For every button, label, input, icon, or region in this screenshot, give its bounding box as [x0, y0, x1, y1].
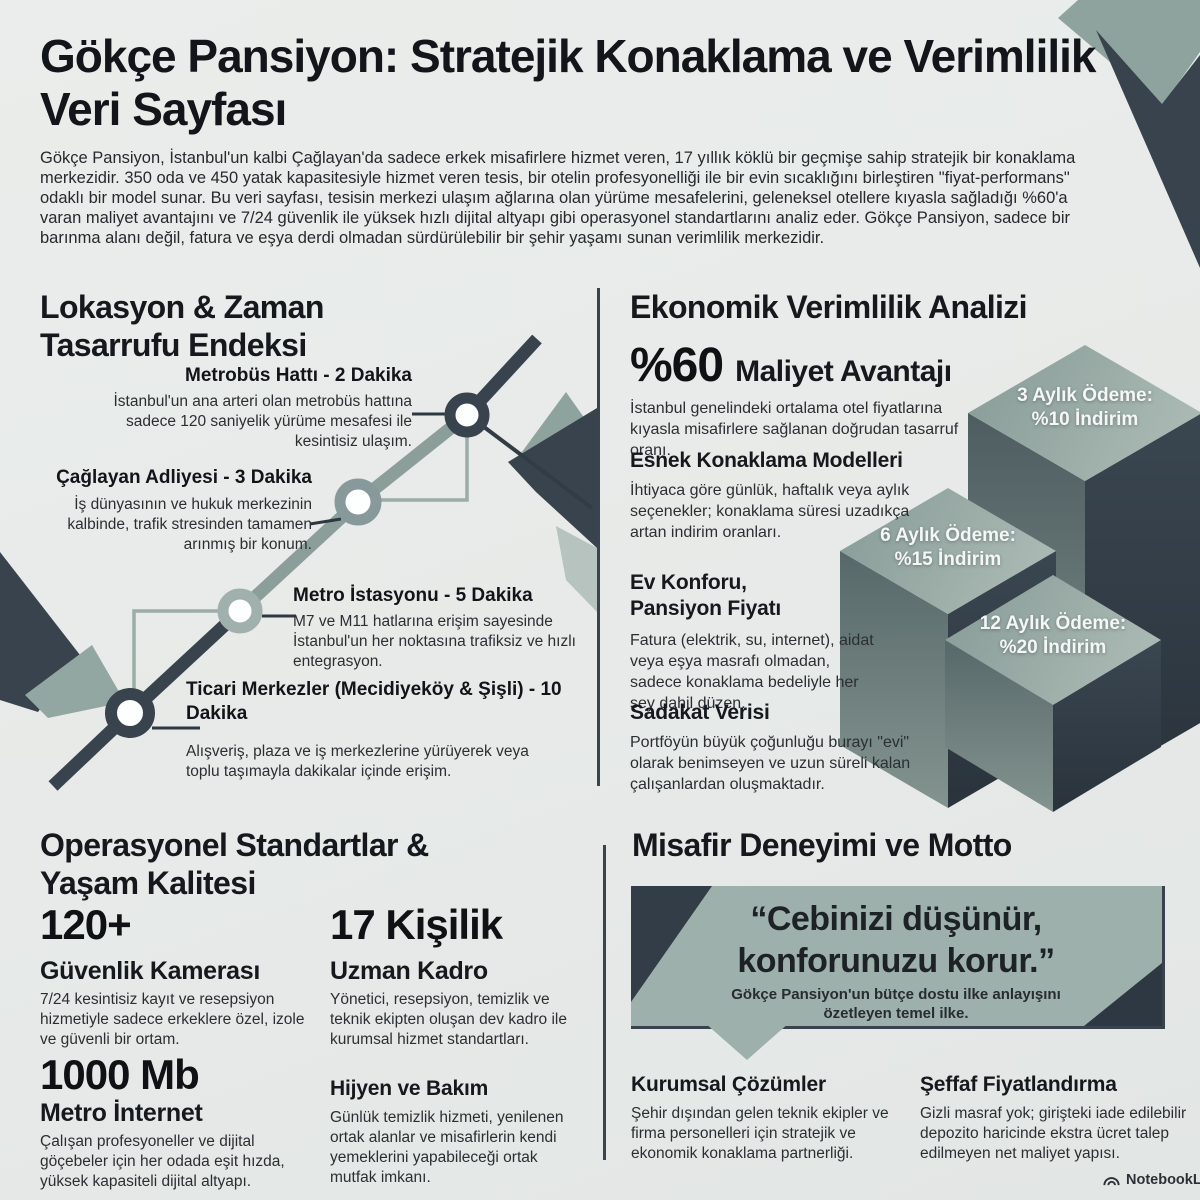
section-heading-guest: Misafir Deneyimi ve Motto [632, 827, 1012, 863]
discount-label-3m: 3 Aylık Ödeme: %10 İndirim [985, 384, 1185, 432]
discount-label-6m: 6 Aylık Ödeme: %15 İndirim [838, 524, 1058, 572]
section-heading-economy: Ekonomik Verimlilik Analizi [630, 289, 1028, 325]
home-comfort-title: Ev Konforu, Pansiyon Fiyatı [630, 571, 782, 620]
stat-internet-value: 1000 Mb [40, 1051, 200, 1098]
stop-title-adliye: Çağlayan Adliyesi - 3 Dakika [56, 467, 312, 488]
discount-step-12m [945, 575, 1161, 812]
discount-rate: %15 İndirim [894, 549, 1002, 570]
timeline-node-adliye [334, 478, 382, 526]
stat-cameras-value: 120+ [40, 901, 132, 948]
discount-label-12m: 12 Aylık Ödeme: %20 İndirim [943, 612, 1163, 660]
page-title: Gökçe Pansiyon: Stratejik Konaklama ve V… [40, 30, 1097, 135]
brand-label: NotebookLM [1126, 1172, 1200, 1188]
stat-staff-value: 17 Kişilik [330, 901, 503, 948]
corner-triangle-icon [631, 886, 712, 1002]
corporate-desc: Şehir dışından gelen teknik ekipler ve f… [631, 1105, 889, 1162]
stop-desc-adliye: İş dünyasının ve hukuk merkezinin kalbin… [67, 496, 312, 553]
corner-triangle-icon [1084, 963, 1162, 1026]
cost-advantage-stat: %60 Maliyet Avantajı [630, 338, 952, 393]
stop-desc-metrobus: İstanbul'un ana arteri olan metrobüs hat… [113, 393, 412, 450]
motto-quote-box: “Cebinizi düşünür, konforunuzu korur.” G… [631, 886, 1165, 1060]
intro-paragraph: Gökçe Pansiyon, İstanbul'un kalbi Çağlay… [40, 149, 1076, 247]
location-timeline-chart [48, 334, 594, 791]
stat-desc: İstanbul genelindeki ortalama otel fiyat… [630, 400, 959, 459]
stop-title-ticari: Ticari Merkezler (Mecidiyeköy & Şişli) -… [186, 679, 562, 724]
stat-staff-label: Uzman Kadro [330, 957, 488, 985]
hygiene-title: Hijyen ve Bakım [330, 1077, 489, 1100]
stat-internet-label: Metro İnternet [40, 1099, 203, 1127]
corporate-title: Kurumsal Çözümler [631, 1073, 826, 1096]
stop-desc-ticari: Alışveriş, plaza ve iş merkezlerine yürü… [186, 743, 529, 780]
loyalty-desc: Portföyün büyük çoğunluğu burayı "evi" o… [630, 734, 911, 793]
motto-caption: Gökçe Pansiyon'un bütçe dostu ilke anlay… [731, 986, 1061, 1022]
pricing-desc: Gizli masraf yok; girişteki iade edilebi… [920, 1105, 1187, 1162]
discount-steps-chart [840, 345, 1200, 812]
hygiene-desc: Günlük temizlik hizmeti, yenilenen ortak… [330, 1109, 564, 1186]
stat-cameras-desc: 7/24 kesintisiz kayıt ve resepsiyon hizm… [40, 991, 305, 1048]
discount-period: 3 Aylık Ödeme: [1017, 385, 1153, 406]
discount-rate: %10 İndirim [1031, 409, 1139, 430]
edge-decor-left [0, 552, 125, 718]
timeline-node-metrobus [444, 392, 490, 438]
speech-tail-icon [705, 1023, 789, 1060]
timeline-node-ticari [105, 688, 155, 738]
loyalty-title: Sadakat Verisi [630, 701, 770, 724]
section-heading-location: Lokasyon & Zaman Tasarrufu Endeksi [40, 289, 324, 363]
discount-rate: %20 İndirim [999, 637, 1107, 658]
pricing-title: Şeffaf Fiyatlandırma [920, 1073, 1117, 1096]
flex-models-desc: İhtiyaca göre günlük, haftalık veya aylı… [630, 482, 910, 541]
brand-footer: NotebookLM [1102, 1172, 1200, 1188]
discount-period: 12 Aylık Ödeme: [979, 613, 1127, 634]
stat-staff-desc: Yönetici, resepsiyon, temizlik ve teknik… [330, 991, 567, 1048]
discount-period: 6 Aylık Ödeme: [880, 525, 1016, 546]
stop-desc-metro: M7 ve M11 hatlarına erişim sayesinde İst… [293, 613, 576, 670]
flex-models-title: Esnek Konaklama Modelleri [630, 449, 903, 472]
stat-cameras-label: Güvenlik Kamerası [40, 957, 261, 985]
section-heading-operations: Operasyonel Standartlar & Yaşam Kalitesi [40, 827, 429, 901]
stat-internet-desc: Çalışan profesyoneller ve dijital göçebe… [40, 1133, 285, 1190]
stat-value: %60 [630, 339, 724, 392]
corner-decor-top-right [1058, 0, 1200, 268]
stop-title-metrobus: Metrobüs Hattı - 2 Dakika [185, 365, 412, 386]
timeline-node-metro [217, 588, 263, 634]
motto-quote: “Cebinizi düşünür, konforunuzu korur.” [737, 900, 1055, 980]
notebooklm-icon [1103, 1177, 1120, 1186]
home-comfort-desc: Fatura (elektrik, su, internet), aidat v… [630, 632, 874, 712]
stop-title-metro: Metro İstasyonu - 5 Dakika [293, 585, 533, 606]
divider-bottom [603, 845, 606, 1160]
divider-top [597, 288, 600, 786]
stat-label: Maliyet Avantajı [735, 355, 952, 388]
